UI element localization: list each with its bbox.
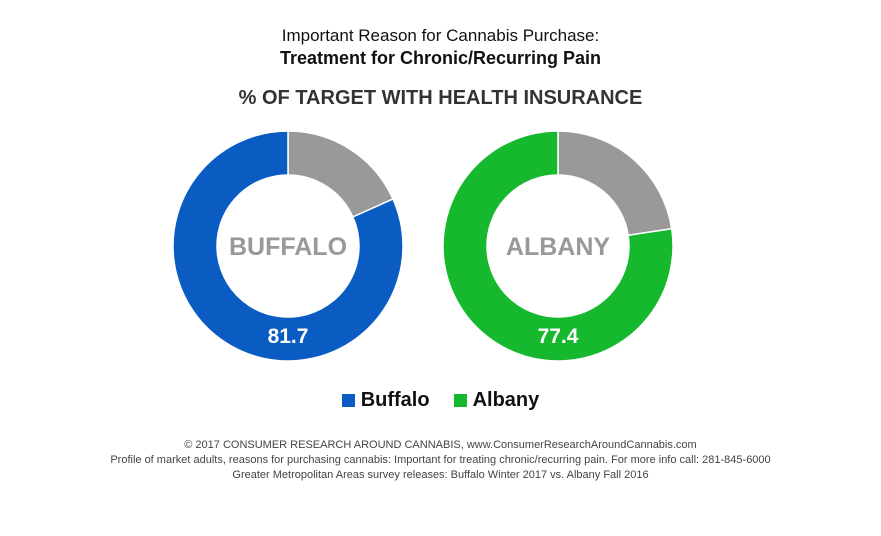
footer: © 2017 CONSUMER RESEARCH AROUND CANNABIS… — [0, 438, 881, 483]
donut-center-label-buffalo: BUFFALO — [229, 233, 347, 261]
legend-item-buffalo: Buffalo — [341, 389, 430, 412]
donut-slice-albany-remainder — [557, 130, 673, 237]
footer-survey-note: Greater Metropolitan Areas survey releas… — [232, 469, 649, 481]
chart-title-line1: Important Reason for Cannabis Purchase: — [281, 26, 600, 45]
donut-data-label-albany: 77.4 — [538, 325, 579, 348]
donut-slice-albany-value — [442, 130, 674, 362]
donut-slice-buffalo-value — [172, 130, 404, 362]
donut-data-label-buffalo: 81.7 — [268, 325, 309, 348]
legend: Buffalo Albany — [0, 389, 881, 412]
legend-swatch-albany — [453, 394, 467, 407]
donut-slice-buffalo-remainder — [287, 130, 394, 218]
donut-charts: BUFFALO 81.7 ALBANY 77.4 — [172, 130, 674, 362]
donut-center-label-albany: ALBANY — [506, 233, 610, 261]
chart-title-line2: Treatment for Chronic/Recurring Pain — [279, 48, 602, 68]
legend-label-buffalo: Buffalo — [360, 389, 430, 411]
legend-label-albany: Albany — [472, 389, 540, 411]
footer-profile-note: Profile of market adults, reasons for pu… — [110, 454, 771, 466]
chart-subtitle: % OF TARGET WITH HEALTH INSURANCE — [238, 87, 643, 109]
legend-item-albany: Albany — [453, 389, 540, 412]
legend-swatch-buffalo — [341, 394, 355, 407]
footer-copyright: © 2017 CONSUMER RESEARCH AROUND CANNABIS… — [184, 439, 697, 451]
